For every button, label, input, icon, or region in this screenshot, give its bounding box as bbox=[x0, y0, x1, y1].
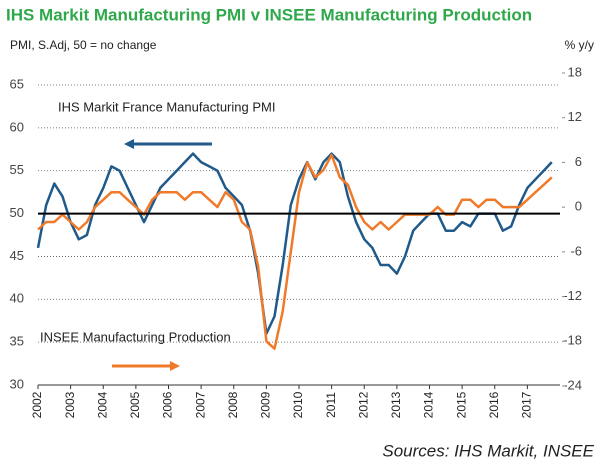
annotation: IHS Markit France Manufacturing PMI bbox=[58, 99, 275, 114]
y-tick-label: 45 bbox=[10, 248, 24, 263]
x-tick-label: 2011 bbox=[324, 392, 338, 418]
x-tick-label: 2005 bbox=[128, 391, 142, 418]
y-tick-label: 60 bbox=[10, 119, 24, 134]
x-tick-label: 2009 bbox=[259, 391, 273, 418]
x-tick-label: 2015 bbox=[454, 391, 468, 418]
y2-tick-label: -18 bbox=[563, 333, 582, 348]
annotation: INSEE Manufacturing Production bbox=[40, 329, 231, 344]
x-tick-label: 2008 bbox=[226, 391, 240, 418]
y-tick-label: 30 bbox=[10, 376, 24, 391]
y-tick-label: 35 bbox=[10, 334, 24, 349]
x-tick-label: 2014 bbox=[422, 391, 436, 418]
y-tick-label: 40 bbox=[10, 291, 24, 306]
y2-tick-label: 0 bbox=[575, 199, 582, 214]
arrow-head bbox=[170, 361, 180, 371]
x-tick-label: 2013 bbox=[389, 391, 403, 418]
y-tick-label: 50 bbox=[10, 205, 24, 220]
x-tick-label: 2003 bbox=[63, 391, 77, 418]
chart-title: IHS Markit Manufacturing PMI v INSEE Man… bbox=[6, 5, 532, 24]
y2-tick-label: -12 bbox=[563, 288, 582, 303]
y-tick-label: 55 bbox=[10, 162, 24, 177]
x-tick-label: 2016 bbox=[487, 391, 501, 418]
x-tick-label: 2017 bbox=[520, 391, 534, 418]
x-tick-label: 2002 bbox=[30, 391, 44, 418]
y-axis-label: PMI, S.Adj, 50 = no change bbox=[10, 38, 157, 52]
y2-tick-label: 6 bbox=[575, 154, 582, 169]
y2-tick-label: 18 bbox=[568, 64, 582, 79]
x-tick-label: 2006 bbox=[161, 391, 175, 418]
source: Sources: IHS Markit, INSEE bbox=[382, 441, 594, 460]
x-tick-label: 2010 bbox=[291, 391, 305, 418]
y2-tick-label: 12 bbox=[568, 109, 582, 124]
y2-tick-label: -6 bbox=[570, 243, 582, 258]
y2-tick-label: -24 bbox=[563, 377, 582, 392]
line-series bbox=[37, 153, 553, 350]
line-series bbox=[36, 152, 553, 335]
x-tick-label: 2012 bbox=[356, 391, 370, 418]
arrow-head bbox=[124, 139, 134, 149]
x-tick-label: 2004 bbox=[95, 391, 109, 418]
y2-axis-label: % y/y bbox=[565, 38, 594, 52]
y-tick-label: 65 bbox=[10, 76, 24, 91]
x-tick-label: 2007 bbox=[193, 391, 207, 418]
